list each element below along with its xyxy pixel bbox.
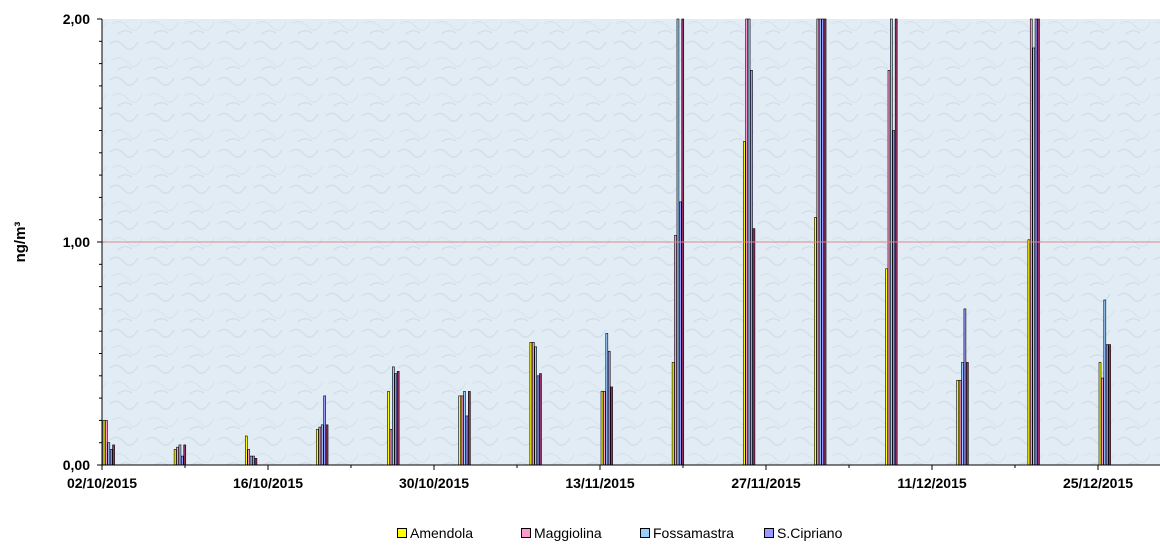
bar bbox=[1101, 377, 1104, 466]
chart: 0,00 1,00 2,00 02/10/2015 16/10/2015 30/10/2… bbox=[12, 11, 1160, 491]
bar bbox=[318, 426, 322, 466]
legend-swatch bbox=[397, 528, 407, 538]
bar bbox=[742, 141, 746, 466]
bar bbox=[1098, 362, 1102, 466]
x-tick-label: 13/11/2015 bbox=[565, 475, 635, 491]
bar bbox=[460, 395, 464, 466]
bar bbox=[531, 342, 535, 466]
y-tick-labels: 0,00 1,00 2,00 bbox=[63, 11, 90, 473]
bar bbox=[252, 455, 255, 466]
axes bbox=[97, 18, 1160, 470]
bar bbox=[885, 268, 888, 466]
bar bbox=[458, 395, 462, 466]
x-tick-label: 25/12/2015 bbox=[1063, 475, 1133, 491]
bar bbox=[958, 379, 962, 466]
bar bbox=[254, 458, 258, 466]
x-tick-label: 27/11/2015 bbox=[731, 475, 801, 491]
bar bbox=[892, 130, 896, 466]
bar bbox=[887, 69, 891, 466]
bar bbox=[323, 395, 326, 466]
bar bbox=[389, 429, 393, 466]
bar bbox=[387, 391, 390, 466]
bar bbox=[674, 235, 677, 466]
legend-item: Maggiolina bbox=[521, 525, 602, 541]
y-tick-label: 1,00 bbox=[63, 234, 90, 250]
x-tick-labels: 02/10/2015 16/10/2015 30/10/2015 13/11/2015… bbox=[67, 475, 1133, 491]
bar bbox=[1103, 299, 1107, 466]
bar bbox=[107, 442, 111, 466]
bar bbox=[181, 455, 184, 466]
bar bbox=[750, 69, 753, 466]
bar bbox=[463, 391, 466, 466]
bar bbox=[244, 435, 248, 466]
bar bbox=[607, 350, 611, 466]
y-tick-label: 2,00 bbox=[63, 11, 90, 27]
x-tick-label: 11/12/2015 bbox=[897, 475, 967, 491]
bar bbox=[814, 217, 817, 466]
legend-swatch bbox=[640, 528, 650, 538]
bar bbox=[394, 373, 398, 466]
bar bbox=[679, 201, 682, 466]
bar bbox=[1027, 239, 1031, 466]
bar bbox=[956, 379, 960, 466]
bar bbox=[539, 373, 542, 466]
bar bbox=[536, 375, 540, 466]
bar bbox=[966, 362, 969, 466]
bar bbox=[752, 228, 756, 466]
x-tick-label: 02/10/2015 bbox=[67, 475, 137, 491]
bar bbox=[325, 424, 329, 466]
bar bbox=[963, 308, 967, 466]
bar bbox=[178, 444, 182, 466]
bar bbox=[247, 449, 250, 466]
bar bbox=[603, 391, 606, 466]
bar bbox=[392, 366, 395, 466]
y-axis-label: ng/m³ bbox=[12, 222, 29, 263]
legend-swatch bbox=[764, 528, 774, 538]
bar bbox=[109, 449, 113, 466]
bar bbox=[671, 362, 675, 466]
bar bbox=[105, 420, 108, 466]
bar bbox=[176, 446, 179, 466]
bar bbox=[600, 391, 604, 466]
x-tick-label: 16/10/2015 bbox=[233, 475, 303, 491]
bar bbox=[173, 449, 177, 466]
legend: Amendola Maggiolina Fossamastra S.Cipriano bbox=[0, 525, 1160, 545]
legend-swatch bbox=[521, 528, 531, 538]
bar bbox=[1108, 344, 1111, 466]
bar bbox=[961, 362, 964, 466]
legend-item: Amendola bbox=[397, 525, 473, 541]
bar bbox=[465, 415, 469, 466]
legend-label: Maggiolina bbox=[534, 525, 602, 541]
x-tick-label: 30/10/2015 bbox=[399, 475, 469, 491]
bar bbox=[112, 444, 115, 466]
legend-label: S.Cipriano bbox=[777, 525, 843, 541]
bar bbox=[396, 371, 400, 466]
legend-item: S.Cipriano bbox=[764, 525, 842, 541]
legend-label: Amendola bbox=[410, 525, 474, 541]
bar bbox=[610, 386, 613, 466]
legend-label: Fossamastra bbox=[653, 525, 734, 541]
bar bbox=[534, 346, 537, 466]
bar bbox=[605, 333, 609, 466]
bar bbox=[1032, 47, 1035, 466]
y-tick-label: 0,00 bbox=[63, 457, 90, 473]
bar bbox=[1105, 344, 1109, 466]
bar bbox=[468, 391, 471, 466]
bar bbox=[102, 420, 106, 466]
bar bbox=[320, 424, 324, 466]
bar bbox=[249, 455, 253, 466]
bar bbox=[529, 342, 533, 466]
bar bbox=[183, 444, 187, 466]
legend-item: Fossamastra bbox=[640, 525, 734, 541]
bar bbox=[316, 429, 319, 466]
